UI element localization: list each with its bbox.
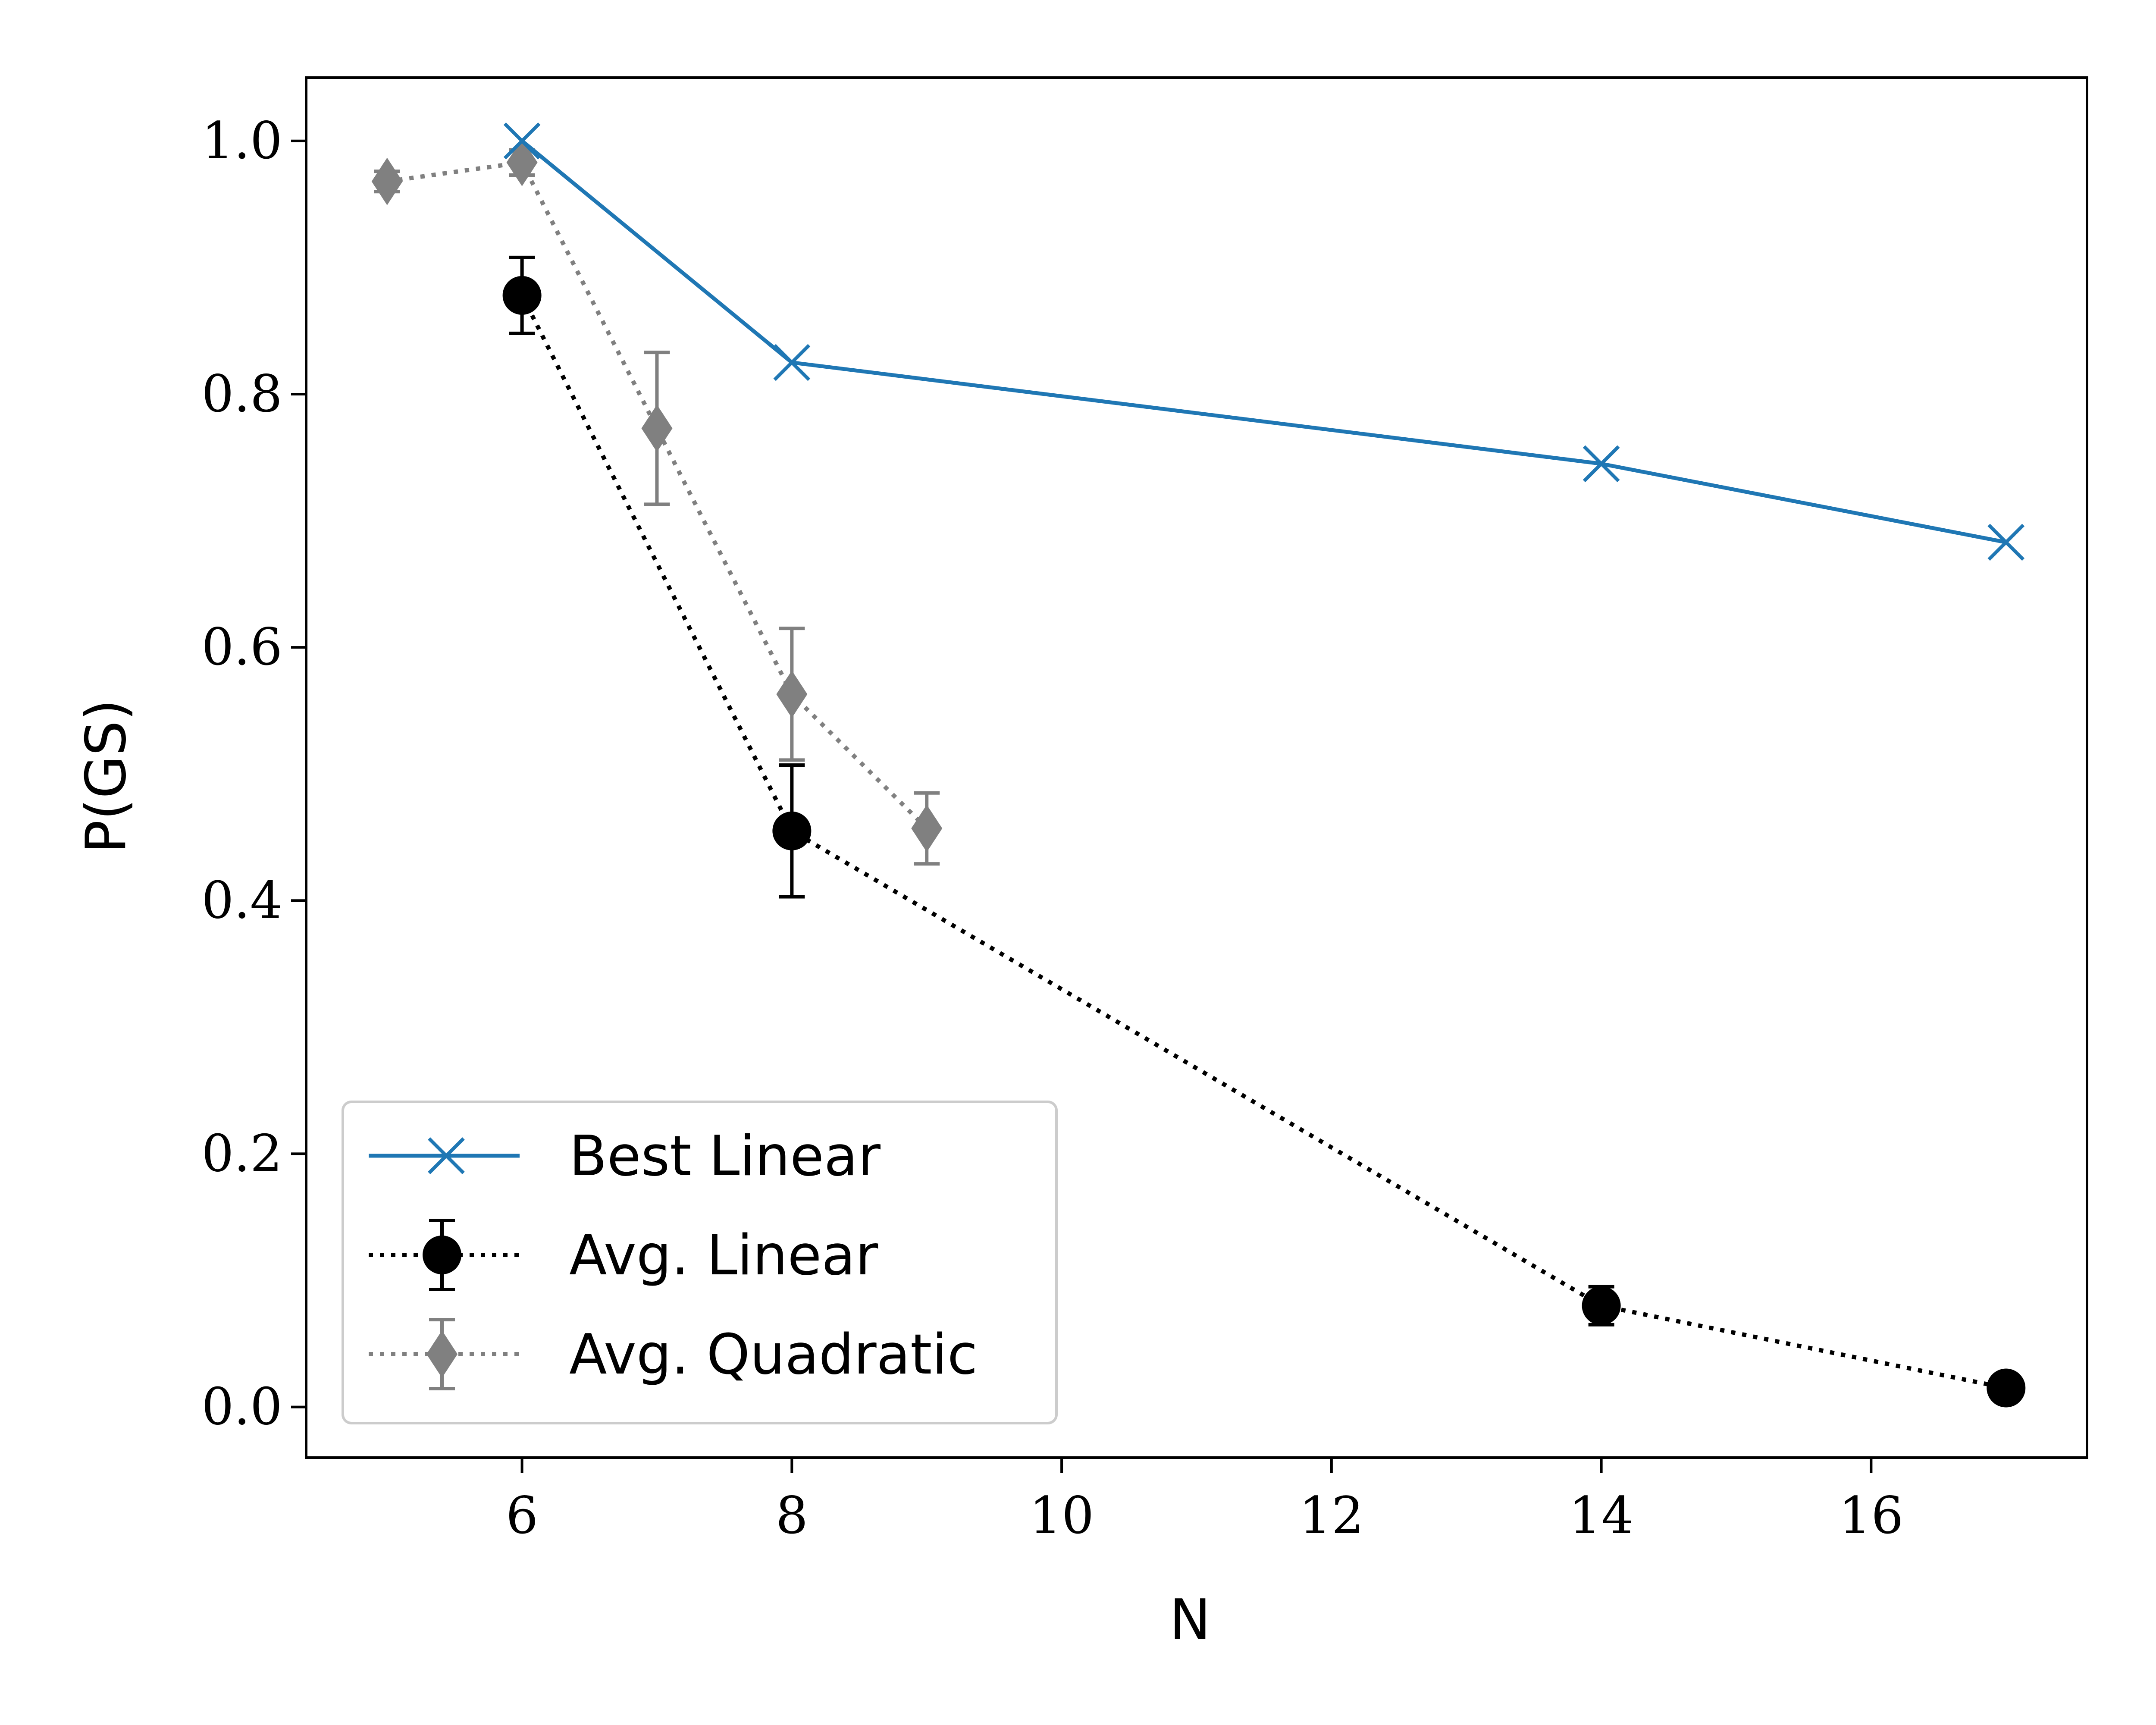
y-tick-label: 0.0 xyxy=(201,1377,282,1436)
legend-label-avg-linear: Avg. Linear xyxy=(569,1223,878,1288)
series-layer xyxy=(371,122,2026,1408)
data-point-diamond xyxy=(371,157,403,205)
x-tick-label: 10 xyxy=(1029,1486,1094,1545)
data-point-circle xyxy=(772,811,812,850)
data-point-circle xyxy=(1582,1286,1621,1325)
series-avg-quadratic xyxy=(371,138,943,866)
x-tick-label: 12 xyxy=(1299,1486,1364,1545)
legend: Best Linear Avg. Linear Avg. Quadratic xyxy=(342,1101,1058,1424)
data-point-x xyxy=(503,122,541,160)
x-tick-label: 14 xyxy=(1569,1486,1634,1545)
data-point-x xyxy=(1583,445,1620,483)
y-tick-label: 0.4 xyxy=(201,870,282,930)
x-axis-ticks: 6 8 10 12 14 16 xyxy=(506,1458,1903,1545)
series-line-avg-linear xyxy=(520,294,2007,1390)
y-tick-label: 0.2 xyxy=(201,1123,282,1183)
series-line-best-linear xyxy=(520,139,2007,544)
data-point-diamond xyxy=(776,670,808,718)
legend-label-best-linear: Best Linear xyxy=(569,1124,881,1189)
legend-x-marker-icon xyxy=(428,1137,465,1174)
y-tick-label: 0.8 xyxy=(201,364,282,423)
y-tick-label: 1.0 xyxy=(201,111,282,170)
legend-entry-best-linear: Best Linear xyxy=(369,1124,881,1189)
data-point-circle xyxy=(1987,1368,2026,1408)
legend-circle-marker-icon xyxy=(423,1236,461,1274)
data-point-x xyxy=(1987,524,2025,561)
legend-entry-avg-linear: Avg. Linear xyxy=(369,1219,878,1291)
x-tick-label: 16 xyxy=(1839,1486,1903,1545)
data-point-diamond xyxy=(641,405,673,452)
legend-diamond-marker-icon xyxy=(426,1330,458,1378)
legend-box xyxy=(342,1101,1058,1424)
data-point-diamond xyxy=(911,804,943,852)
plot-frame xyxy=(305,76,2088,1459)
series-line-avg-quadratic xyxy=(387,160,928,830)
y-tick-label: 0.6 xyxy=(201,617,282,677)
data-point-circle xyxy=(502,276,542,315)
x-tick-label: 6 xyxy=(506,1486,538,1545)
x-axis-title: N xyxy=(1169,1588,1211,1652)
data-point-x xyxy=(773,344,811,381)
legend-label-avg-quadratic: Avg. Quadratic xyxy=(569,1323,978,1387)
legend-entry-avg-quadratic: Avg. Quadratic xyxy=(369,1318,978,1390)
y-axis-ticks: 0.0 0.2 0.4 0.6 0.8 1.0 xyxy=(201,111,306,1436)
series-avg-linear xyxy=(502,255,2026,1408)
series-best-linear xyxy=(503,122,2025,561)
y-axis-title: P(GS) xyxy=(74,699,138,853)
x-tick-label: 8 xyxy=(776,1486,808,1545)
